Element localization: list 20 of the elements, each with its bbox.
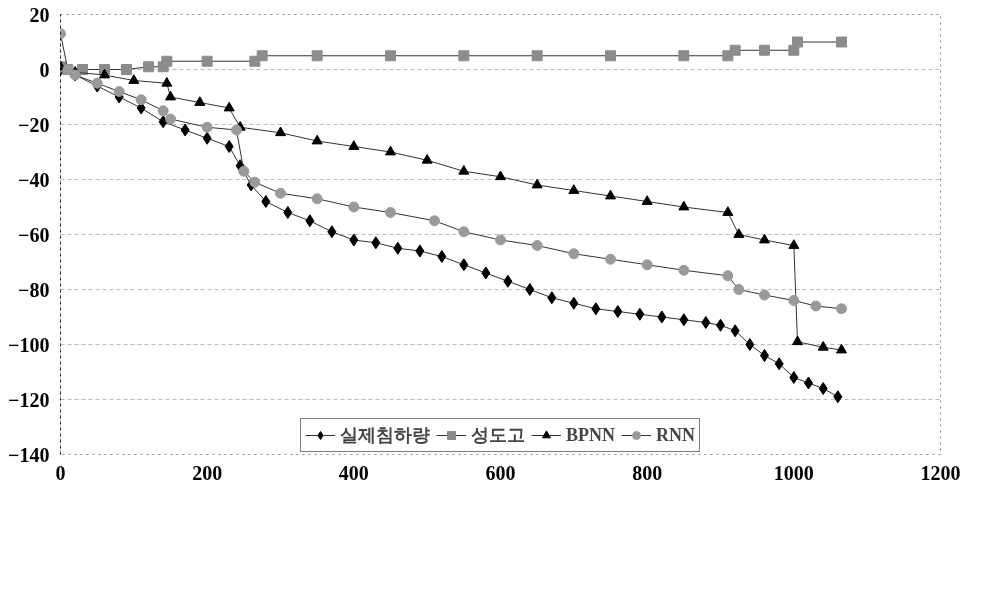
x-tick-label: 400 xyxy=(338,461,369,484)
y-tick-label: −100 xyxy=(8,333,50,356)
y-tick-label: 20 xyxy=(29,3,50,26)
legend-label: 실제침하량 xyxy=(340,424,430,447)
x-tick-label: 1200 xyxy=(920,461,961,484)
legend-label: 성도고 xyxy=(471,424,525,447)
legend-label: BPNN xyxy=(566,424,615,446)
x-tick-label: 1000 xyxy=(773,461,814,484)
x-tick-label: 600 xyxy=(485,461,516,484)
y-tick-label: −80 xyxy=(18,278,50,301)
y-tick-label: −60 xyxy=(18,223,50,246)
y-tick-label: −40 xyxy=(18,168,50,191)
y-tick-label: −20 xyxy=(18,113,50,136)
y-tick-label: −140 xyxy=(8,443,50,466)
x-tick-label: 200 xyxy=(192,461,223,484)
y-tick-label: −120 xyxy=(8,388,50,411)
y-tick-label: 0 xyxy=(39,58,50,81)
x-tick-label: 800 xyxy=(632,461,663,484)
x-tick-label: 0 xyxy=(55,461,66,484)
legend-label: RNN xyxy=(656,424,695,446)
